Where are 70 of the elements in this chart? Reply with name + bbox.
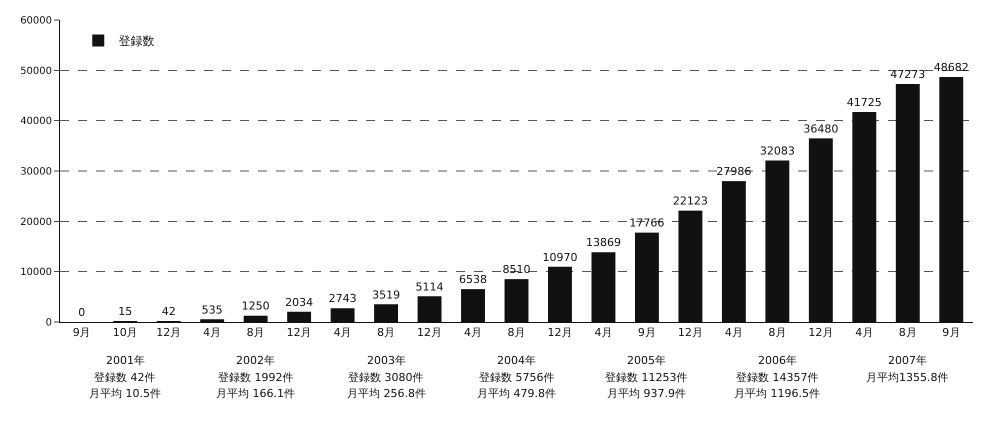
y-tick-label: 50000 — [20, 66, 52, 77]
data-label: 48682 — [934, 60, 969, 74]
data-label: 8510 — [502, 263, 530, 276]
x-tick-label: 12月 — [678, 326, 703, 340]
data-label: 47273 — [890, 68, 926, 82]
x-tick-label: 12月 — [156, 326, 182, 340]
data-label: 10970 — [542, 250, 578, 264]
text: 登録数 1992件 — [218, 371, 294, 384]
text: 月平均1355.8件 — [866, 371, 948, 384]
x-tick-label: 4月 — [594, 326, 612, 340]
data-label: 3519 — [372, 288, 400, 302]
text: 2007年 — [888, 354, 927, 367]
text: 登録数 5756件 — [479, 371, 554, 384]
x-tick-label: 12月 — [417, 326, 442, 340]
x-tick-label: 10月 — [112, 326, 138, 340]
data-label: 42 — [162, 305, 176, 318]
y-tick-label: 60000 — [20, 16, 52, 26]
x-tick-label: 8月 — [377, 326, 396, 340]
x-tick-label: 4月 — [724, 326, 743, 340]
text: 登録数 3080件 — [348, 371, 424, 384]
x-tick-label: 4月 — [203, 326, 222, 340]
x-tick-label: 8月 — [508, 326, 526, 340]
text: 月平均 937.9件 — [607, 387, 686, 400]
data-label: 15 — [118, 305, 132, 318]
x-tick-label: 9月 — [72, 326, 91, 340]
x-tick-label: 8月 — [898, 326, 917, 340]
y-tick-label: 0 — [46, 318, 52, 328]
text: 月平均 479.8件 — [477, 387, 556, 400]
x-tick-label: 4月 — [855, 326, 874, 340]
x-tick-label: 8月 — [768, 326, 786, 340]
text: 2004年 — [497, 354, 536, 367]
text: 月平均 10.5件 — [89, 387, 161, 400]
x-tick-label: 12月 — [286, 326, 312, 340]
x-tick-label: 9月 — [942, 326, 960, 340]
text: 2006年 — [758, 354, 797, 367]
data-label: 5114 — [416, 280, 444, 294]
data-label: 36480 — [803, 122, 838, 136]
text: 2001年 — [106, 354, 145, 367]
text: 2003年 — [367, 354, 406, 367]
text: 月平均 1196.5件 — [734, 387, 820, 400]
data-label: 1250 — [242, 300, 270, 313]
text: 2002年 — [236, 354, 275, 367]
x-tick-label: 12月 — [547, 326, 572, 340]
data-label: 2034 — [285, 296, 314, 309]
x-tick-label: 4月 — [334, 326, 352, 340]
y-tick-label: 20000 — [20, 216, 52, 228]
text: 2005年 — [627, 354, 666, 367]
data-label: 13869 — [586, 236, 621, 250]
y-tick-label: 40000 — [20, 116, 52, 128]
data-label: 22123 — [672, 194, 708, 208]
text: 登録数 42件 — [94, 371, 156, 384]
x-tick-label: 8月 — [246, 326, 265, 340]
data-label: 6538 — [459, 273, 488, 286]
data-label: 17766 — [629, 216, 664, 230]
data-label: 32083 — [760, 144, 795, 158]
legend-label: 登録数 — [118, 34, 154, 48]
y-tick-label: 30000 — [20, 166, 52, 178]
text: 登録数 11253件 — [605, 371, 688, 384]
data-label: 535 — [202, 303, 223, 316]
y-tick-label: 10000 — [20, 267, 52, 278]
x-tick-label: 4月 — [464, 326, 482, 340]
x-tick-label: 12月 — [808, 326, 834, 340]
text: 月平均 166.1件 — [216, 387, 295, 400]
text: 登録数 14357件 — [736, 371, 818, 384]
text: 月平均 256.8件 — [347, 387, 426, 400]
x-tick-label: 9月 — [638, 326, 656, 340]
data-label: 41725 — [846, 96, 882, 109]
data-label: 0 — [78, 306, 86, 319]
data-label: 27986 — [716, 165, 752, 178]
data-label: 2743 — [328, 292, 357, 306]
